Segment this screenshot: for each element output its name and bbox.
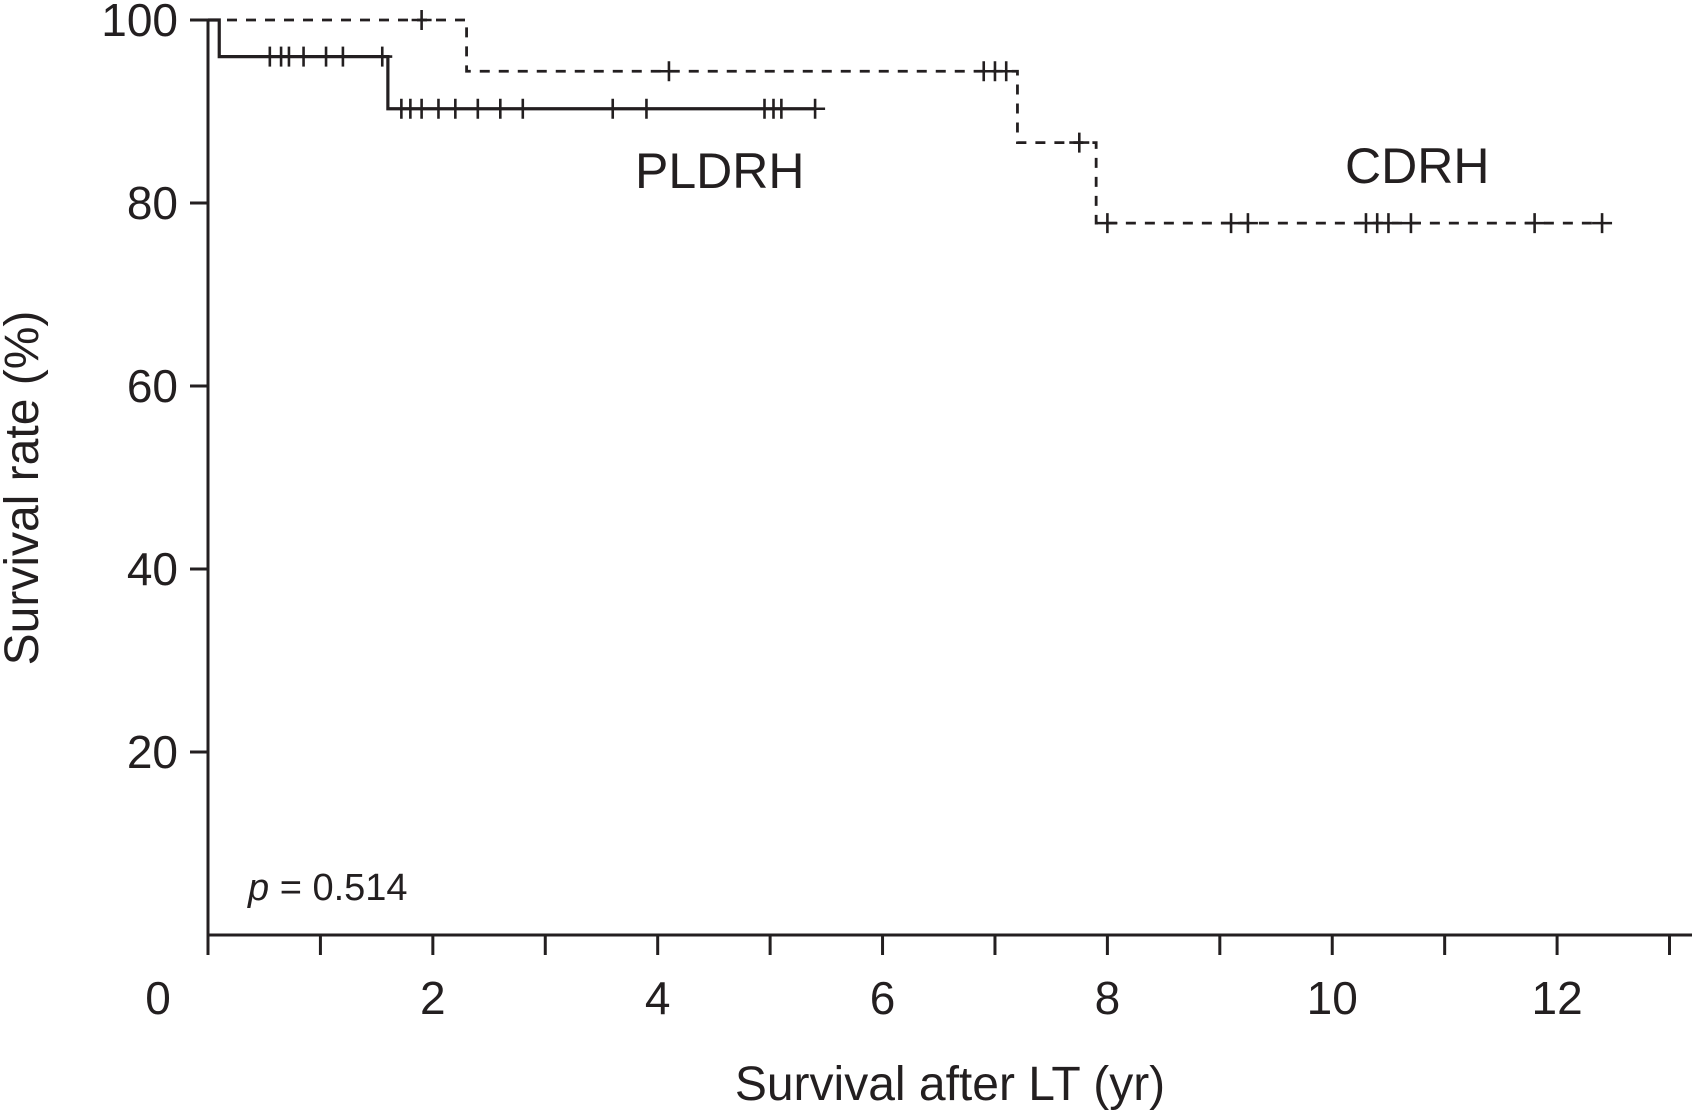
x-tick-label: 12	[1532, 972, 1583, 1024]
survival-curve-pldrh	[208, 18, 816, 111]
series-layer	[208, 10, 1613, 234]
y-tick-label: 20	[127, 726, 178, 778]
y-tick-label: 80	[127, 177, 178, 229]
x-tick-label: 2	[420, 972, 446, 1024]
y-axis-title: Survival rate (%)	[0, 311, 49, 666]
series-label-cdrh: CDRH	[1345, 138, 1489, 194]
x-tick-label: 10	[1307, 972, 1358, 1024]
x-tick-label: 8	[1095, 972, 1121, 1024]
y-tick-label: 60	[127, 360, 178, 412]
series-label-pldrh: PLDRH	[635, 143, 804, 199]
x-tick-label: 6	[870, 972, 896, 1024]
y-tick-label: 40	[127, 543, 178, 595]
p-value-text: = 0.514	[269, 867, 407, 909]
y-tick-label: 100	[101, 0, 178, 46]
survival-curve-cdrh	[208, 18, 1603, 225]
series-pldrh	[208, 18, 826, 119]
p-value-annotation: p = 0.514	[247, 867, 408, 909]
y-axis-ticks: 20 40 60 80 100 0	[101, 0, 208, 1024]
series-cdrh	[208, 10, 1613, 234]
x-tick-label: 4	[645, 972, 671, 1024]
x-axis-ticks: 2 4 6 8 10 12	[206, 935, 1672, 1024]
x-axis-title: Survival after LT (yr)	[735, 1058, 1165, 1111]
p-value-symbol: p	[247, 867, 269, 909]
origin-tick-label: 0	[145, 972, 171, 1024]
